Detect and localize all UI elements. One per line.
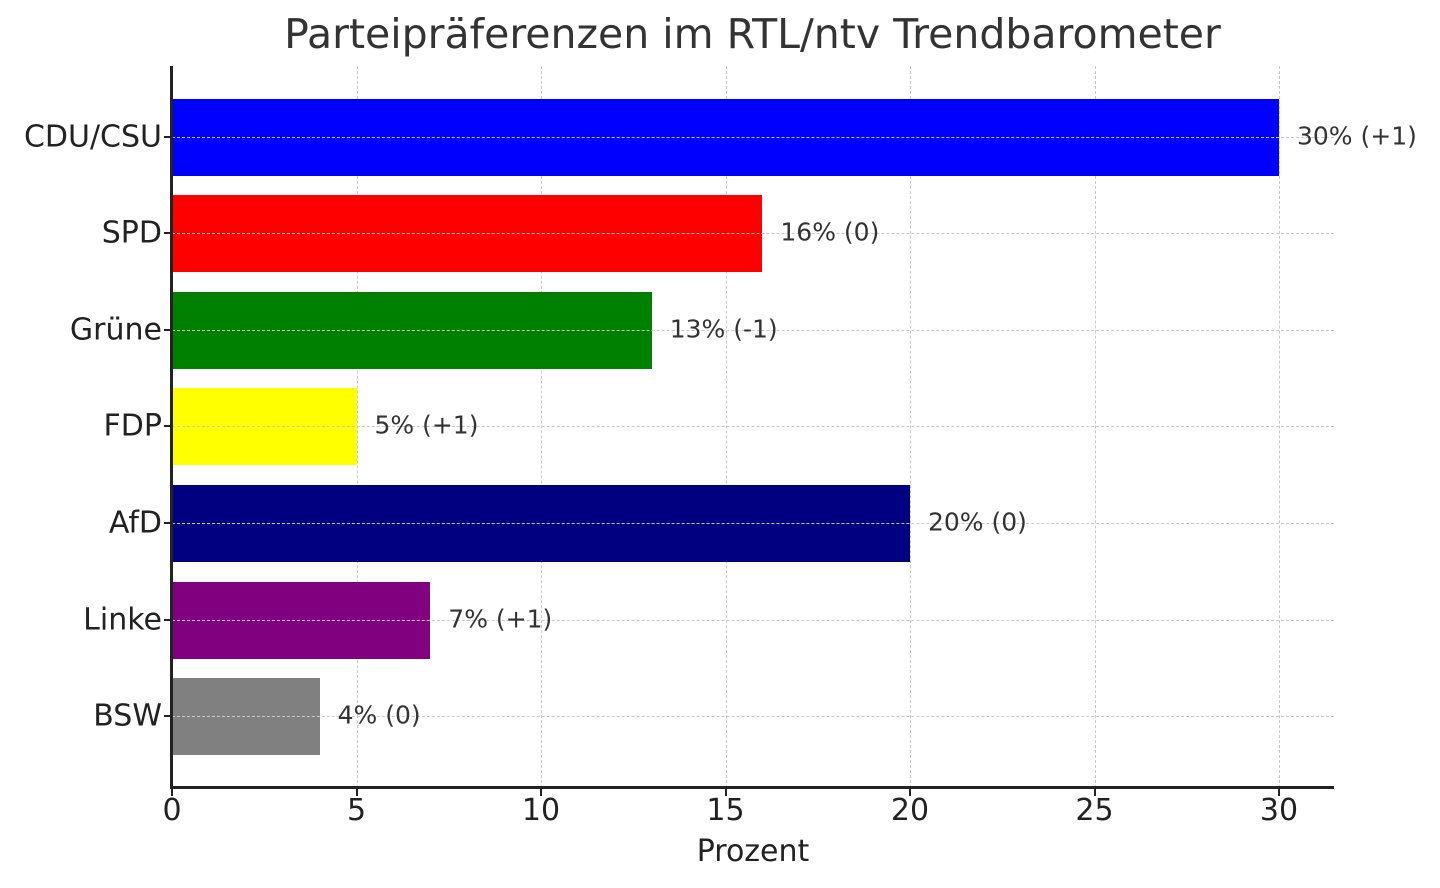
x-tick-label: 0: [162, 793, 182, 828]
x-gridline: [910, 66, 911, 788]
x-tick-mark: [355, 788, 358, 796]
y-gridline: [172, 523, 1334, 524]
y-tick-mark: [164, 522, 172, 524]
y-tick-mark: [164, 425, 172, 427]
x-tick-mark: [909, 788, 911, 796]
y-tick-mark: [164, 136, 172, 138]
y-tick-label: AfD: [108, 505, 162, 541]
x-tick-label: 10: [521, 793, 561, 828]
bar-value-label: 7% (+1): [448, 604, 553, 634]
x-tick-label: 5: [346, 793, 367, 828]
x-tick-label: 15: [706, 793, 745, 828]
x-tick-label: 30: [1259, 793, 1299, 828]
y-gridline: [172, 716, 1334, 717]
plot-area: 30% (+1) 16% (0) 13% (-1) 5% (+1) 20% (0) 7% …: [172, 66, 1417, 788]
y-tick-mark: [164, 232, 172, 234]
x-tick-mark: [540, 788, 542, 796]
y-tick-mark: [164, 715, 172, 717]
x-gridline: [725, 66, 727, 788]
x-gridline: [356, 66, 358, 788]
y-tick-mark: [164, 329, 172, 331]
x-tick-mark: [1278, 788, 1280, 796]
y-tick-label: SPD: [101, 215, 162, 251]
chart-title: Parteipräferenzen im RTL/ntv Trendbarome…: [284, 10, 1221, 58]
x-tick-mark: [171, 788, 173, 796]
y-gridline: [172, 137, 1334, 138]
bar-value-label: 20% (0): [928, 507, 1027, 537]
y-gridline: [172, 233, 1334, 234]
y-tick-label: FDP: [103, 408, 162, 444]
y-gridline: [172, 426, 1334, 427]
y-tick-label: Linke: [83, 602, 162, 638]
x-tick-label: 25: [1075, 793, 1114, 828]
bar-value-label: 30% (+1): [1297, 121, 1417, 151]
y-axis-line: [170, 66, 173, 789]
x-gridline: [1279, 66, 1280, 788]
y-tick-label: BSW: [93, 698, 162, 734]
x-gridline: [1094, 66, 1096, 788]
y-tick-mark: [164, 619, 172, 621]
bar-value-label: 16% (0): [780, 217, 880, 247]
bar-value-label: 4% (0): [337, 700, 421, 730]
x-axis-line: [170, 786, 1334, 789]
bar-value-label: 5% (+1): [374, 410, 479, 440]
x-tick-mark: [1093, 788, 1096, 796]
y-tick-label: Grüne: [69, 312, 162, 348]
y-gridline: [172, 330, 1334, 331]
x-tick-label: 20: [890, 793, 930, 828]
bar-value-label: 13% (-1): [669, 314, 778, 344]
y-tick-label: CDU/CSU: [23, 119, 162, 155]
y-gridline: [172, 620, 1334, 621]
x-gridline: [541, 66, 542, 788]
x-axis-title: Prozent: [696, 834, 810, 869]
x-tick-mark: [724, 788, 727, 796]
